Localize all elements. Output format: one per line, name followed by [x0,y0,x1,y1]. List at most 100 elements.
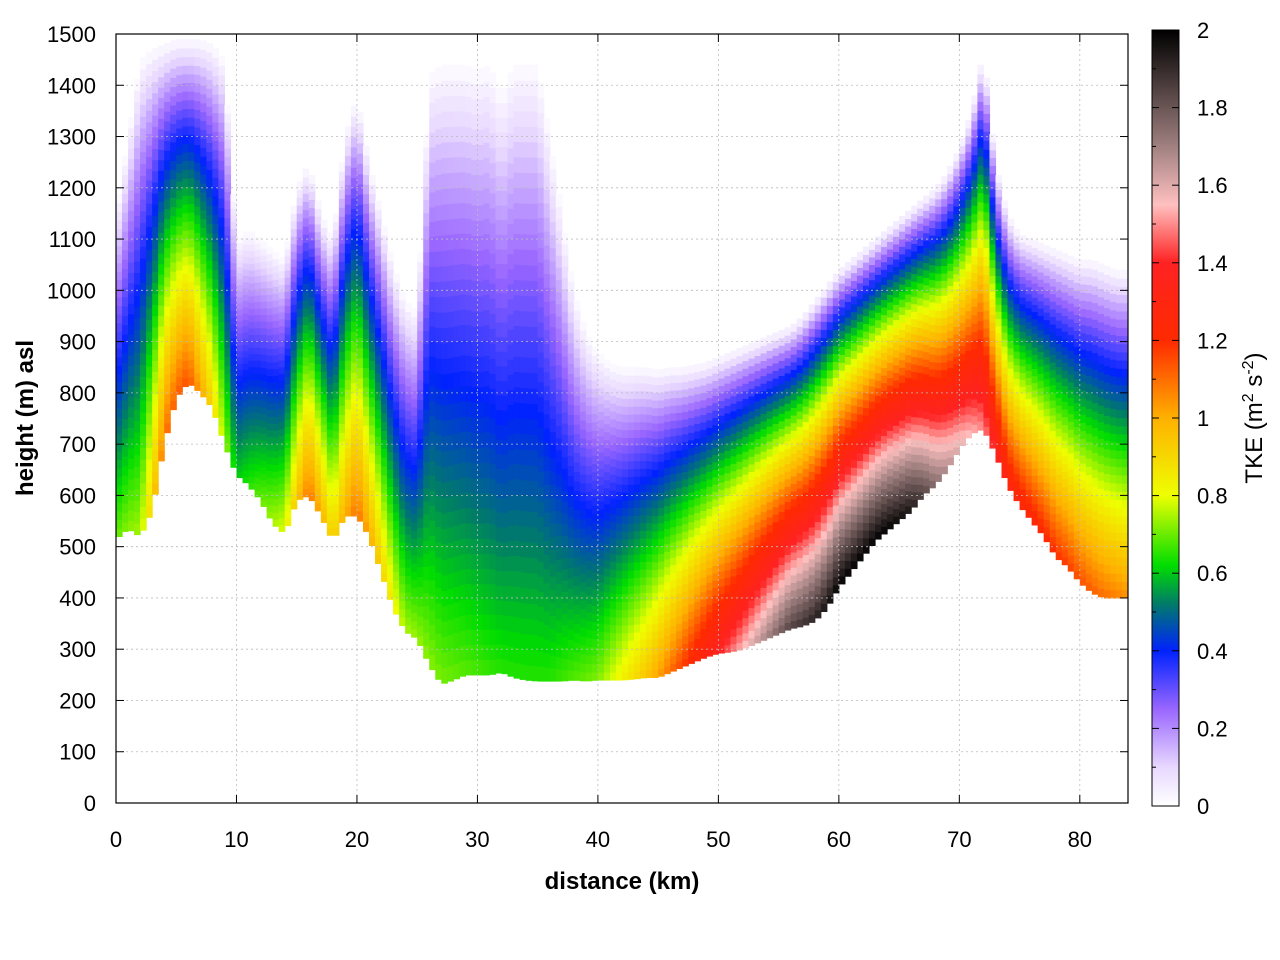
tke-cell [790,331,798,340]
tke-cell [706,596,713,605]
tke-cell [640,538,647,547]
tke-cell [597,460,605,469]
tke-cell [284,319,292,328]
tke-cell [326,429,334,438]
tke-cell [742,557,750,566]
tke-cell [790,491,798,500]
tke-cell [230,255,238,264]
tke-cell [622,570,629,579]
tke-cell [622,382,629,392]
tke-cell [700,399,707,408]
tke-cell [844,324,852,334]
tke-cell [116,331,123,341]
tke-cell [212,371,219,381]
tke-cell [206,268,213,279]
tke-cell [236,381,244,388]
tke-cell [140,210,147,224]
tke-cell [802,319,810,329]
tke-cell [579,536,587,547]
tke-cell [814,473,822,482]
tke-cell [820,579,828,588]
tke-cell [332,414,340,424]
tke-cell [194,47,201,58]
tke-cell [615,617,623,626]
tke-cell [393,503,400,513]
tke-cell [736,483,744,492]
tke-cell [278,449,286,457]
tke-cell [447,588,454,605]
tke-cell [712,432,719,441]
tke-cell [399,592,406,602]
tke-cell [302,193,310,202]
tke-cell [164,179,171,190]
tke-cell [441,358,448,375]
tke-cell [579,455,587,466]
tke-cell [326,520,334,529]
tke-cell [236,296,244,304]
tke-cell [200,378,207,389]
tke-cell [224,425,232,436]
tke-cell [682,441,689,450]
tke-cell [218,416,226,427]
tke-cell [375,472,382,483]
tke-cell [164,237,171,249]
tke-cell [640,514,647,524]
tke-cell [477,614,485,630]
tke-cell [561,579,569,592]
tke-cell [158,450,165,462]
tke-cell [567,404,575,415]
tke-cell [507,344,515,360]
tke-cell [754,544,762,553]
tke-cell [688,611,695,620]
tke-cell [567,516,575,528]
tke-cell [236,308,244,316]
tke-cell [134,318,141,331]
tke-cell [459,95,466,112]
tke-cell [248,456,256,464]
tke-cell [820,514,828,524]
tke-cell [140,139,147,153]
tke-cell [320,439,328,448]
tke-cell [718,370,725,379]
tke-cell [375,236,382,247]
tke-cell [435,373,442,390]
tke-cell [465,461,472,478]
tke-cell [597,354,605,364]
tke-cell [730,448,738,457]
tke-cell [609,497,617,507]
tke-cell [176,74,183,85]
tke-cell [820,353,828,363]
tke-cell [272,423,280,431]
tke-cell [116,459,123,469]
tke-cell [694,623,701,632]
tke-cell [483,142,491,158]
tke-cell [260,241,268,249]
tke-cell [670,397,677,406]
tke-cell [549,654,557,669]
tke-cell [814,312,822,322]
tke-cell [405,542,412,552]
tke-cell [164,159,171,171]
tke-cell [742,345,750,354]
tke-cell [272,313,280,322]
tke-cell [290,228,298,237]
tke-cell [128,323,135,335]
tke-cell [399,617,406,627]
tke-cell [423,160,430,174]
tke-cell [308,240,316,249]
tke-cell [838,520,846,530]
tke-cell [838,378,846,387]
tke-cell [513,248,521,265]
tke-cell [441,451,448,468]
tke-cell [742,383,750,392]
tke-cell [772,340,780,349]
tke-cell [471,492,479,509]
tke-cell [634,639,641,649]
tke-cell [603,367,611,377]
tke-cell [706,515,713,524]
tke-cell [260,307,268,316]
tke-cell [140,246,147,259]
tke-cell [579,527,587,538]
tke-cell [218,349,226,360]
tke-cell [116,476,123,486]
